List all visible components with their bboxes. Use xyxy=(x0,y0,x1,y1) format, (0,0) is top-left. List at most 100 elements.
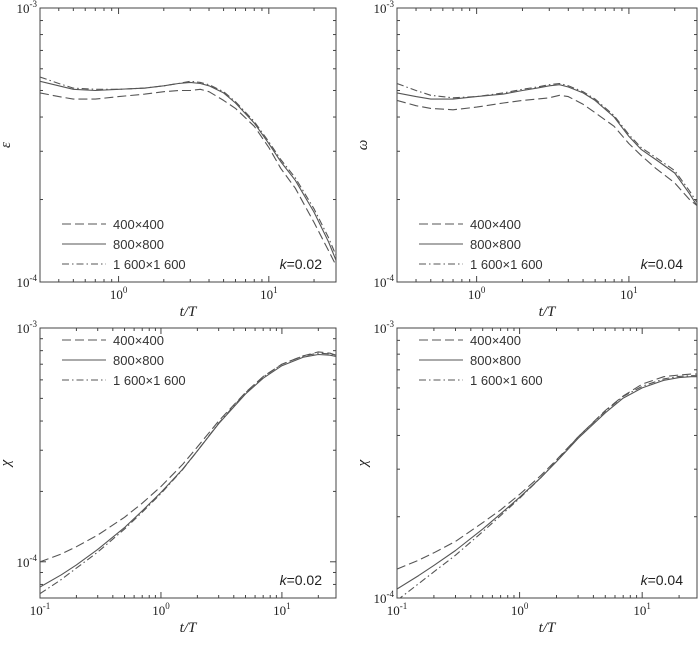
k-annotation: k=0.02 xyxy=(280,572,323,588)
tick-mantissa: 10 xyxy=(110,287,123,302)
tick-mantissa: 10 xyxy=(620,287,633,302)
tick-mantissa: 10 xyxy=(468,287,481,302)
x-axis-label: t/T xyxy=(180,304,198,320)
x-axis-label: t/T xyxy=(539,620,557,636)
tick-mantissa: 10 xyxy=(152,603,165,618)
y-axis-label: ε xyxy=(0,142,14,148)
k-symbol: k xyxy=(641,256,649,272)
tick-mantissa: 10 xyxy=(387,603,400,618)
y-tick-label: 10-4 xyxy=(17,273,38,290)
tick-exponent: 0 xyxy=(123,285,128,295)
series-line-solid xyxy=(40,80,336,261)
series-line-dashdot xyxy=(40,76,336,256)
tick-exponent: 0 xyxy=(165,601,170,611)
tick-exponent: -3 xyxy=(387,319,395,329)
k-value: =0.04 xyxy=(648,256,684,272)
legend-label: 400×400 xyxy=(113,333,164,348)
tick-mantissa: 10 xyxy=(374,321,387,336)
plot-frame xyxy=(39,7,337,283)
x-tick-label: 101 xyxy=(633,601,651,618)
k-symbol: k xyxy=(280,572,288,588)
tick-exponent: -4 xyxy=(30,273,38,283)
x-tick-label: 10-1 xyxy=(30,601,51,618)
tick-exponent: -3 xyxy=(30,0,38,9)
tick-mantissa: 10 xyxy=(17,1,30,16)
x-tick-label: 100 xyxy=(468,285,486,302)
tick-mantissa: 10 xyxy=(374,275,387,290)
series-line-dashed xyxy=(397,373,697,570)
tick-exponent: -1 xyxy=(43,601,51,611)
x-axis-label: t/T xyxy=(180,620,198,636)
k-symbol: k xyxy=(280,256,288,272)
tick-exponent: -3 xyxy=(387,0,395,9)
k-value: =0.02 xyxy=(287,572,323,588)
legend-label: 800×800 xyxy=(470,353,521,368)
series-line-solid xyxy=(397,84,697,206)
tick-exponent: 1 xyxy=(273,285,278,295)
series-line-dashed xyxy=(40,88,336,266)
tick-mantissa: 10 xyxy=(17,275,30,290)
x-axis-label: t/T xyxy=(539,304,557,320)
y-tick-label: 10-3 xyxy=(17,0,38,16)
tick-exponent: -1 xyxy=(400,601,408,611)
legend-label: 800×800 xyxy=(470,237,521,252)
legend-label: 1 600×1 600 xyxy=(113,373,186,388)
series-line-dashdot xyxy=(399,375,697,598)
x-tick-label: 101 xyxy=(620,285,638,302)
tick-exponent: 0 xyxy=(524,601,529,611)
legend-label: 800×800 xyxy=(113,237,164,252)
x-tick-label: 100 xyxy=(110,285,128,302)
tick-exponent: -4 xyxy=(387,273,395,283)
series-line-solid xyxy=(397,376,697,590)
legend-label: 1 600×1 600 xyxy=(113,257,186,272)
y-axis-label: ω xyxy=(355,140,371,151)
k-value: =0.02 xyxy=(287,256,323,272)
tick-mantissa: 10 xyxy=(374,1,387,16)
series-line-dashed xyxy=(40,351,336,563)
legend-label: 800×800 xyxy=(113,353,164,368)
x-tick-label: 100 xyxy=(152,601,170,618)
k-symbol: k xyxy=(641,572,649,588)
series-line-dashed xyxy=(397,94,697,207)
k-annotation: k=0.02 xyxy=(280,256,323,272)
series-line-dashdot xyxy=(397,82,697,203)
tick-mantissa: 10 xyxy=(374,591,387,606)
tick-exponent: -4 xyxy=(30,553,38,563)
series-line-solid xyxy=(40,353,336,588)
tick-mantissa: 10 xyxy=(260,287,273,302)
tick-mantissa: 10 xyxy=(273,603,286,618)
tick-mantissa: 10 xyxy=(30,603,43,618)
y-tick-label: 10-4 xyxy=(17,553,38,570)
legend-label: 400×400 xyxy=(470,333,521,348)
y-tick-label: 10-4 xyxy=(374,589,395,606)
plot-frame xyxy=(396,7,698,283)
legend-label: 400×400 xyxy=(113,217,164,232)
tick-exponent: 1 xyxy=(286,601,291,611)
tick-mantissa: 10 xyxy=(17,555,30,570)
tick-mantissa: 10 xyxy=(633,603,646,618)
k-value: =0.04 xyxy=(648,572,684,588)
k-annotation: k=0.04 xyxy=(641,256,684,272)
tick-exponent: 1 xyxy=(633,285,638,295)
y-tick-label: 10-3 xyxy=(374,319,395,336)
k-annotation: k=0.04 xyxy=(641,572,684,588)
plot-frame xyxy=(396,327,698,599)
plot-frame xyxy=(39,327,337,599)
y-tick-label: 10-3 xyxy=(374,0,395,16)
x-tick-label: 100 xyxy=(511,601,529,618)
tick-exponent: -4 xyxy=(387,589,395,599)
y-tick-label: 10-4 xyxy=(374,273,395,290)
series-line-dashdot xyxy=(40,352,336,595)
tick-exponent: 1 xyxy=(646,601,651,611)
legend-label: 1 600×1 600 xyxy=(470,257,543,272)
x-tick-label: 101 xyxy=(273,601,291,618)
y-tick-label: 10-3 xyxy=(17,319,38,336)
tick-exponent: -3 xyxy=(30,319,38,329)
x-tick-label: 10-1 xyxy=(387,601,408,618)
y-axis-label: χ xyxy=(0,459,14,468)
